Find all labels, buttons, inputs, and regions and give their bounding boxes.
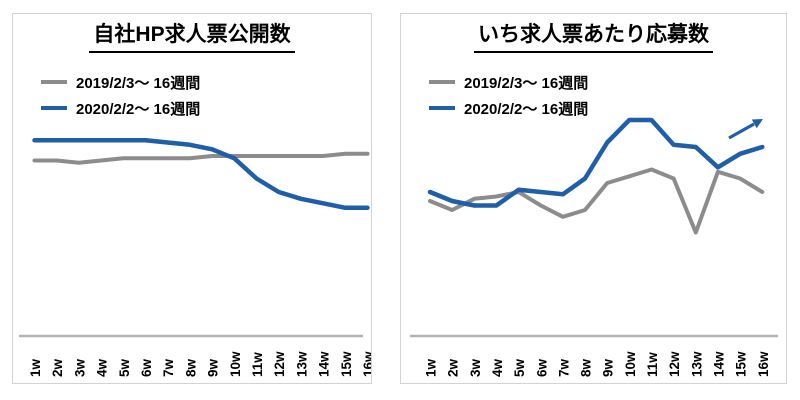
legend-swatch-2020 [429, 106, 455, 110]
series-line-2020 [427, 117, 765, 208]
series-line-2020 [32, 138, 370, 211]
legend-swatch-2019 [429, 80, 455, 84]
legend-label-2020: 2020/2/2〜 16週間 [464, 100, 589, 118]
series-line-2019 [32, 151, 370, 165]
x-tick-label: 6w [139, 358, 154, 377]
chart-title: いち求人票あたり応募数 [401, 18, 786, 53]
x-tick-label: 13w [689, 351, 704, 377]
legend-label-2019: 2019/2/3〜 16週間 [464, 74, 589, 92]
x-tick-label: 13w [294, 351, 309, 377]
chart-panel-own-hp-postings: 自社HP求人票公開数 2019/2/3〜 16週間 2020/2/2〜 16週間… [12, 13, 372, 384]
x-tick-label: 15w [734, 351, 749, 377]
x-tick-label: 14w [711, 351, 726, 377]
x-tick-label: 9w [206, 358, 221, 377]
x-tick-label: 4w [490, 358, 505, 377]
x-tick-label: 5w [512, 358, 527, 377]
legend-item-2019: 2019/2/3〜 16週間 [429, 73, 589, 92]
x-tick-label: 11w [645, 352, 660, 377]
upward-trend-arrow-icon [728, 119, 763, 140]
x-tick-label: 12w [667, 351, 682, 377]
x-tick-label: 2w [446, 358, 461, 377]
x-tick-label: 3w [468, 358, 483, 377]
x-tick-label: 16w [756, 351, 771, 377]
x-tick-label: 12w [272, 351, 287, 377]
legend-item-2020: 2020/2/2〜 16週間 [429, 99, 589, 118]
legend: 2019/2/3〜 16週間 2020/2/2〜 16週間 [429, 73, 588, 125]
x-tick-label: 10w [228, 351, 243, 377]
line-chart-own-hp-postings: 1w 2w 3w 4w 5w 6w 7w 8w 9w 10w 11w 12w 13w 14w 15w 16w [19, 138, 371, 377]
series-line-2019 [428, 167, 765, 235]
line-chart-applications-per-posting: 1w 2w 3w 4w 5w 6w 7w 8w 9w 10w 11w 12w 13w 14w 15w 16w [410, 117, 778, 377]
x-tick-label: 4w [95, 358, 110, 377]
x-tick-label: 8w [579, 358, 594, 377]
x-tick-label: 14w [317, 351, 332, 377]
x-tick-label: 6w [534, 358, 549, 377]
legend-swatch-2019 [41, 80, 67, 84]
x-tick-label: 15w [339, 351, 354, 377]
chart-title: 自社HP求人票公開数 [13, 18, 371, 53]
x-tick-label: 2w [50, 358, 65, 377]
chart-panel-applications-per-posting: いち求人票あたり応募数 2019/2/3〜 16週間 2020/2/2〜 16週… [400, 13, 787, 384]
x-tick-label: 16w [361, 351, 371, 377]
legend-label-2020: 2020/2/2〜 16週間 [76, 100, 201, 118]
legend-item-2019: 2019/2/3〜 16週間 [41, 73, 201, 92]
x-tick-label: 1w [28, 358, 43, 377]
legend-swatch-2020 [41, 106, 67, 110]
x-tick-label: 1w [424, 358, 439, 377]
legend-item-2020: 2020/2/2〜 16週間 [41, 99, 201, 118]
x-tick-label: 7w [556, 358, 571, 377]
x-tick-label: 7w [161, 358, 176, 377]
x-tick-label: 8w [183, 358, 198, 377]
x-tick-label: 5w [117, 358, 132, 377]
legend: 2019/2/3〜 16週間 2020/2/2〜 16週間 [41, 73, 200, 125]
x-tick-label: 9w [601, 358, 616, 377]
chart-title-text: 自社HP求人票公開数 [89, 18, 295, 53]
x-tick-label: 11w [250, 352, 265, 377]
x-tick-label: 10w [623, 351, 638, 377]
legend-label-2019: 2019/2/3〜 16週間 [76, 74, 201, 92]
chart-title-text: いち求人票あたり応募数 [474, 18, 713, 53]
x-tick-label: 3w [72, 358, 87, 377]
